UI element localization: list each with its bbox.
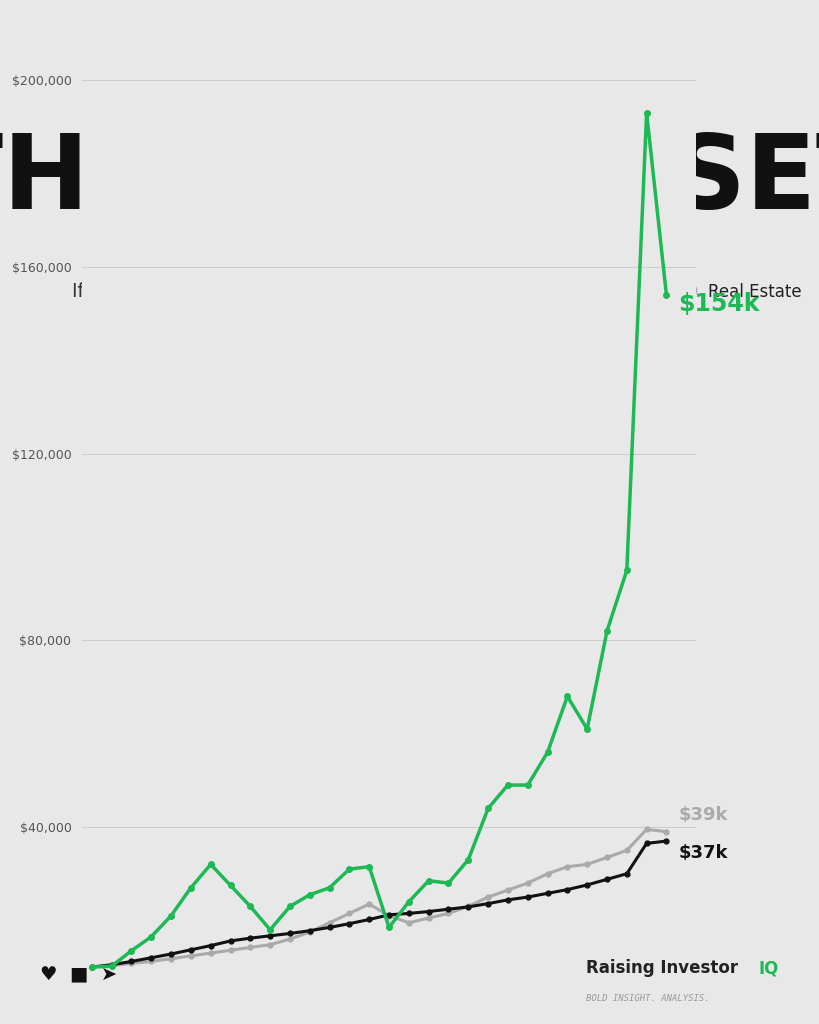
Text: THE BEST ASSET: THE BEST ASSET [0, 130, 819, 231]
Text: Follow: Follow [350, 63, 410, 78]
Text: Stocks: Stocks [475, 283, 530, 301]
Text: T-bills: T-bills [591, 283, 640, 301]
Text: $37k: $37k [678, 844, 728, 862]
Text: ♥  ■  ➤: ♥ ■ ➤ [40, 966, 118, 985]
Text: BOLD INSIGHT. ANALYSIS.: BOLD INSIGHT. ANALYSIS. [586, 994, 710, 1002]
Text: Real Estate: Real Estate [708, 283, 802, 301]
Text: @raisinginvestoriq: @raisinginvestoriq [410, 63, 570, 78]
Text: Tools to build wealth: Tools to build wealth [349, 31, 470, 44]
Text: $154k: $154k [678, 292, 760, 316]
Text: Raising Investor: Raising Investor [586, 959, 738, 978]
Text: If You Invested $10,000 In...: If You Invested $10,000 In... [72, 283, 333, 301]
Text: IQ: IQ [758, 959, 779, 978]
Text: $39k: $39k [678, 806, 728, 824]
